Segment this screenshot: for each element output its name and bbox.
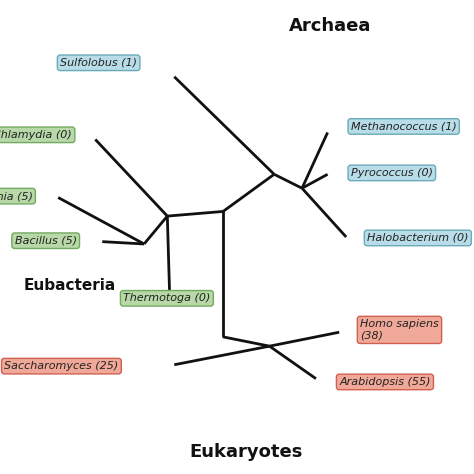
Text: Thermotoga (0): Thermotoga (0) [123,293,210,303]
Text: Sulfolobus (1): Sulfolobus (1) [60,58,137,68]
Text: Escherichia (5): Escherichia (5) [0,191,33,201]
Text: Eukaryotes: Eukaryotes [190,443,303,461]
Text: Halobacterium (0): Halobacterium (0) [367,233,469,243]
Text: Chlamydia (0): Chlamydia (0) [0,130,72,140]
Text: Bacillus (5): Bacillus (5) [15,236,77,246]
Text: Homo sapiens
(38): Homo sapiens (38) [360,319,439,341]
Text: Saccharomyces (25): Saccharomyces (25) [4,361,118,371]
Text: Archaea: Archaea [289,17,371,35]
Text: Pyrococcus (0): Pyrococcus (0) [351,168,433,178]
Text: Eubacteria: Eubacteria [23,278,116,293]
Text: Methanococcus (1): Methanococcus (1) [351,121,456,131]
Text: Arabidopsis (55): Arabidopsis (55) [339,377,431,387]
